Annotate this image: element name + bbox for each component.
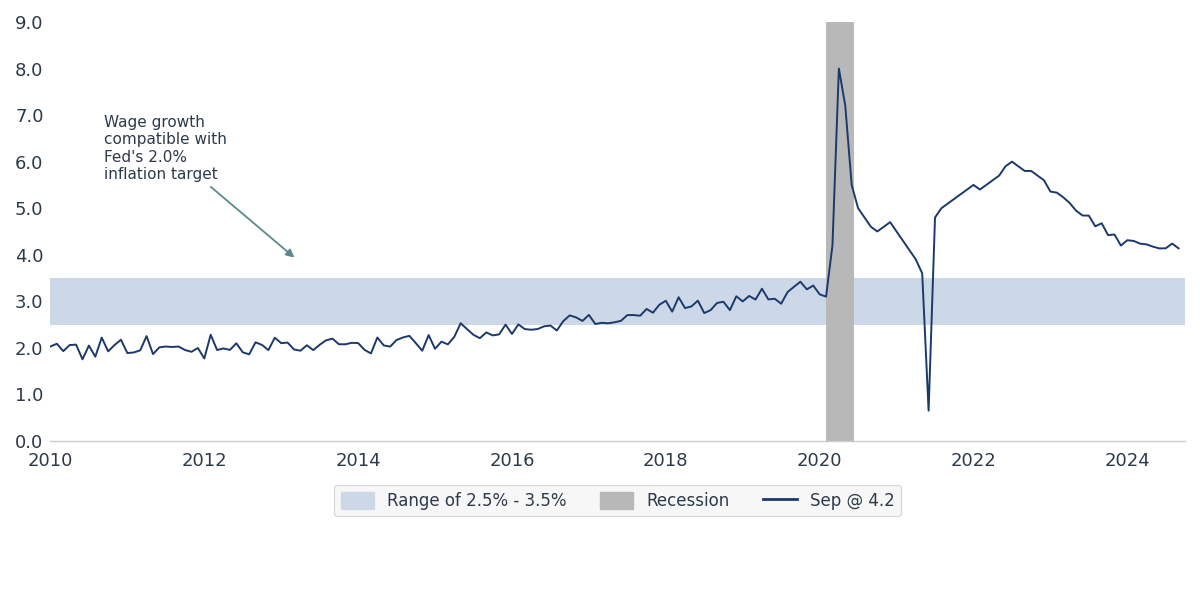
Legend: Range of 2.5% - 3.5%, Recession, Sep @ 4.2: Range of 2.5% - 3.5%, Recession, Sep @ 4…	[334, 485, 901, 517]
Text: Wage growth
compatible with
Fed's 2.0%
inflation target: Wage growth compatible with Fed's 2.0% i…	[104, 115, 293, 256]
Bar	[826, 22, 854, 441]
Bar	[50, 278, 1186, 325]
